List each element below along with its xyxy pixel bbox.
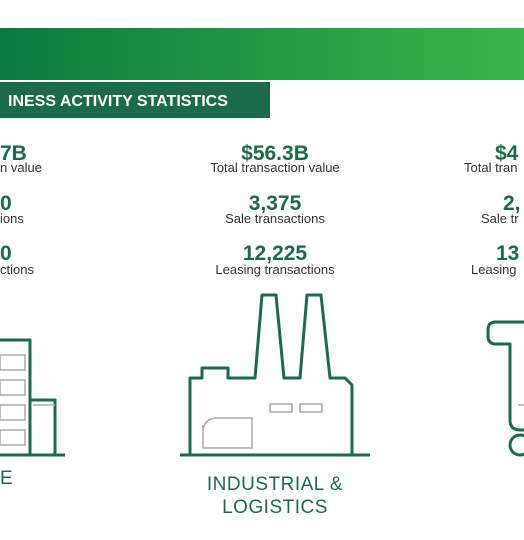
value: $56.3B: [241, 142, 309, 165]
sales: 2,: [503, 192, 521, 215]
caption: ctions: [0, 262, 34, 277]
leasing: 0: [0, 242, 12, 265]
caption: ions: [0, 211, 24, 226]
caption: Leasing transactions: [215, 262, 335, 277]
leasing: 12,225: [243, 242, 308, 265]
factory-icon: [180, 293, 370, 457]
caption: n value: [0, 160, 42, 175]
sales: 0: [0, 192, 12, 215]
caption: Sale transactions: [225, 211, 325, 226]
caption: Total tran: [464, 160, 517, 175]
caption: Sale tr: [481, 211, 519, 226]
caption: Leasing: [471, 262, 517, 277]
value: 7B: [0, 142, 27, 165]
leasing: 13: [496, 242, 519, 265]
title: INESS ACTIVITY STATISTICS: [8, 93, 228, 110]
category: LOGISTICS: [222, 497, 328, 518]
office-icon: [0, 338, 65, 457]
title-box: [0, 82, 270, 118]
category: E: [0, 468, 13, 489]
retail-icon: [486, 320, 524, 457]
header-band: [0, 28, 524, 80]
category: INDUSTRIAL &: [207, 474, 343, 495]
value: $4: [495, 142, 519, 165]
sales: 3,375: [249, 192, 302, 215]
caption: Total transaction value: [210, 160, 339, 175]
